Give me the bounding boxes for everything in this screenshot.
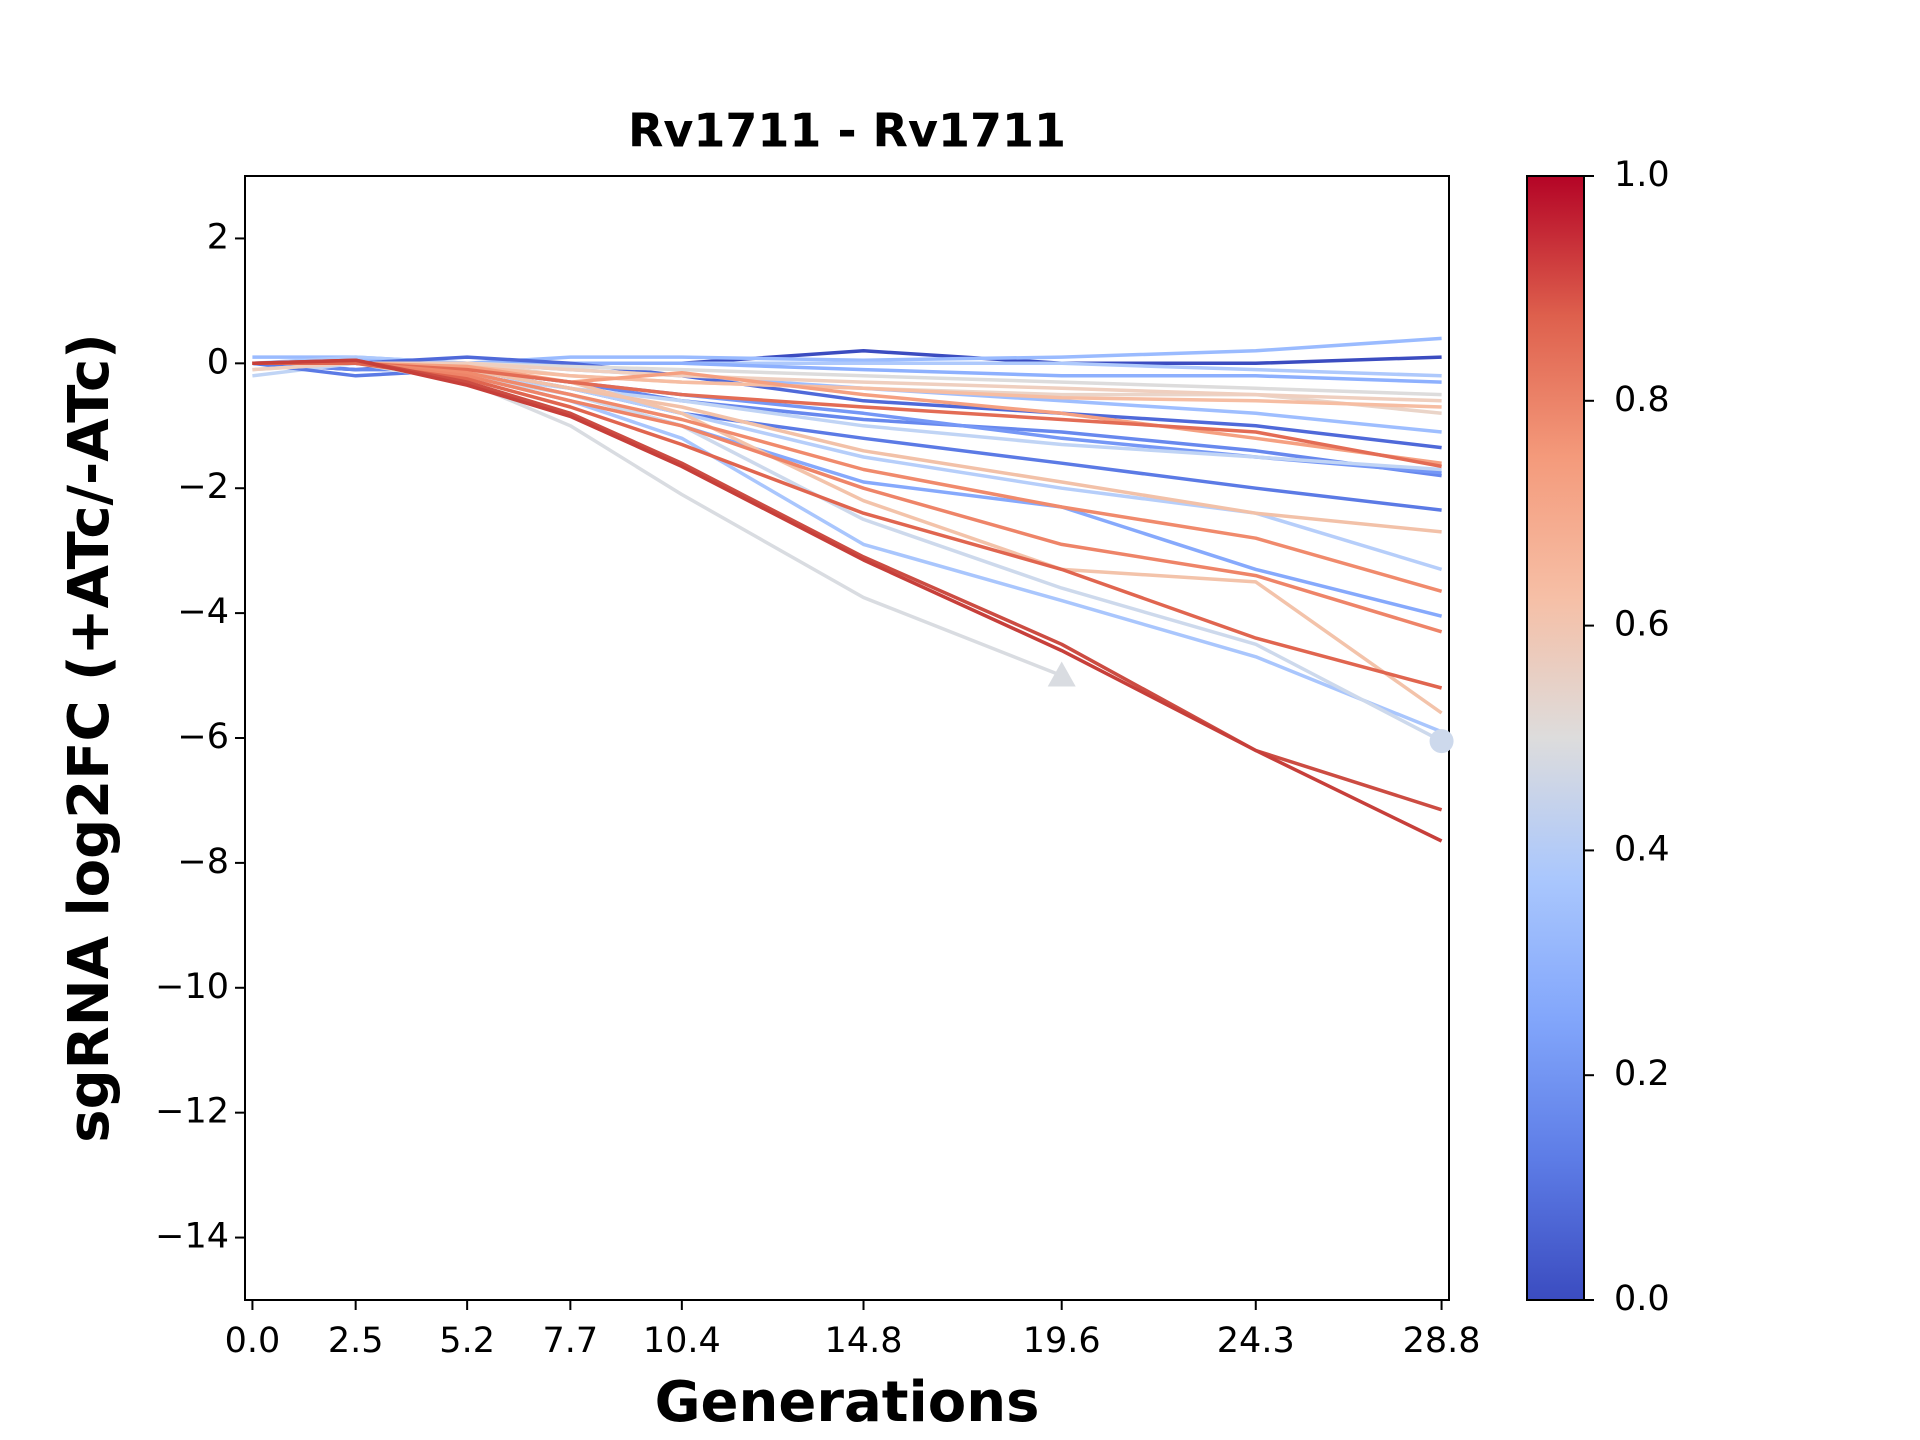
series-line <box>252 361 1442 512</box>
end-marker <box>1429 729 1454 754</box>
lines <box>252 336 1443 843</box>
y-tick-label: −6 <box>177 717 229 757</box>
plot-frame <box>244 175 1450 1301</box>
y-tick-label: −14 <box>155 1217 229 1257</box>
colorbar <box>1526 175 1585 1301</box>
colorbar-tick-label: 0.2 <box>1614 1054 1670 1094</box>
end-marker <box>1047 661 1076 687</box>
x-tick-label: 28.8 <box>1403 1321 1481 1361</box>
x-tick-label: 0.0 <box>225 1321 281 1361</box>
y-axis-label: sgRNA log2FC (+ATc/-ATc) <box>57 333 122 1143</box>
x-tick-label: 7.7 <box>543 1321 599 1361</box>
y-tick-label: −8 <box>177 842 229 882</box>
x-tick-label: 24.3 <box>1217 1321 1295 1361</box>
chart-title: Rv1711 - Rv1711 <box>628 104 1066 158</box>
y-tick-label: −4 <box>177 592 229 632</box>
y-tick-label: 2 <box>207 217 229 257</box>
x-tick-label: 14.8 <box>825 1321 903 1361</box>
colorbar-tick-label: 1.0 <box>1614 155 1670 195</box>
colorbar-tick-label: 0.0 <box>1614 1279 1670 1319</box>
colorbar-tick-label: 0.4 <box>1614 829 1670 869</box>
x-axis-label: Generations <box>655 1370 1040 1435</box>
x-tick-label: 10.4 <box>643 1321 721 1361</box>
colorbar-tick-label: 0.8 <box>1614 380 1670 420</box>
series-line <box>252 358 1443 843</box>
y-tick-label: −10 <box>155 967 229 1007</box>
x-tick-label: 2.5 <box>328 1321 384 1361</box>
y-tick-label: 0 <box>207 342 229 382</box>
y-tick-label: −12 <box>155 1092 229 1132</box>
x-tick-label: 5.2 <box>439 1321 495 1361</box>
x-tick-label: 19.6 <box>1023 1321 1101 1361</box>
colorbar-tick-label: 0.6 <box>1614 605 1670 645</box>
series-line <box>252 361 1443 634</box>
y-tick-label: −2 <box>177 467 229 507</box>
